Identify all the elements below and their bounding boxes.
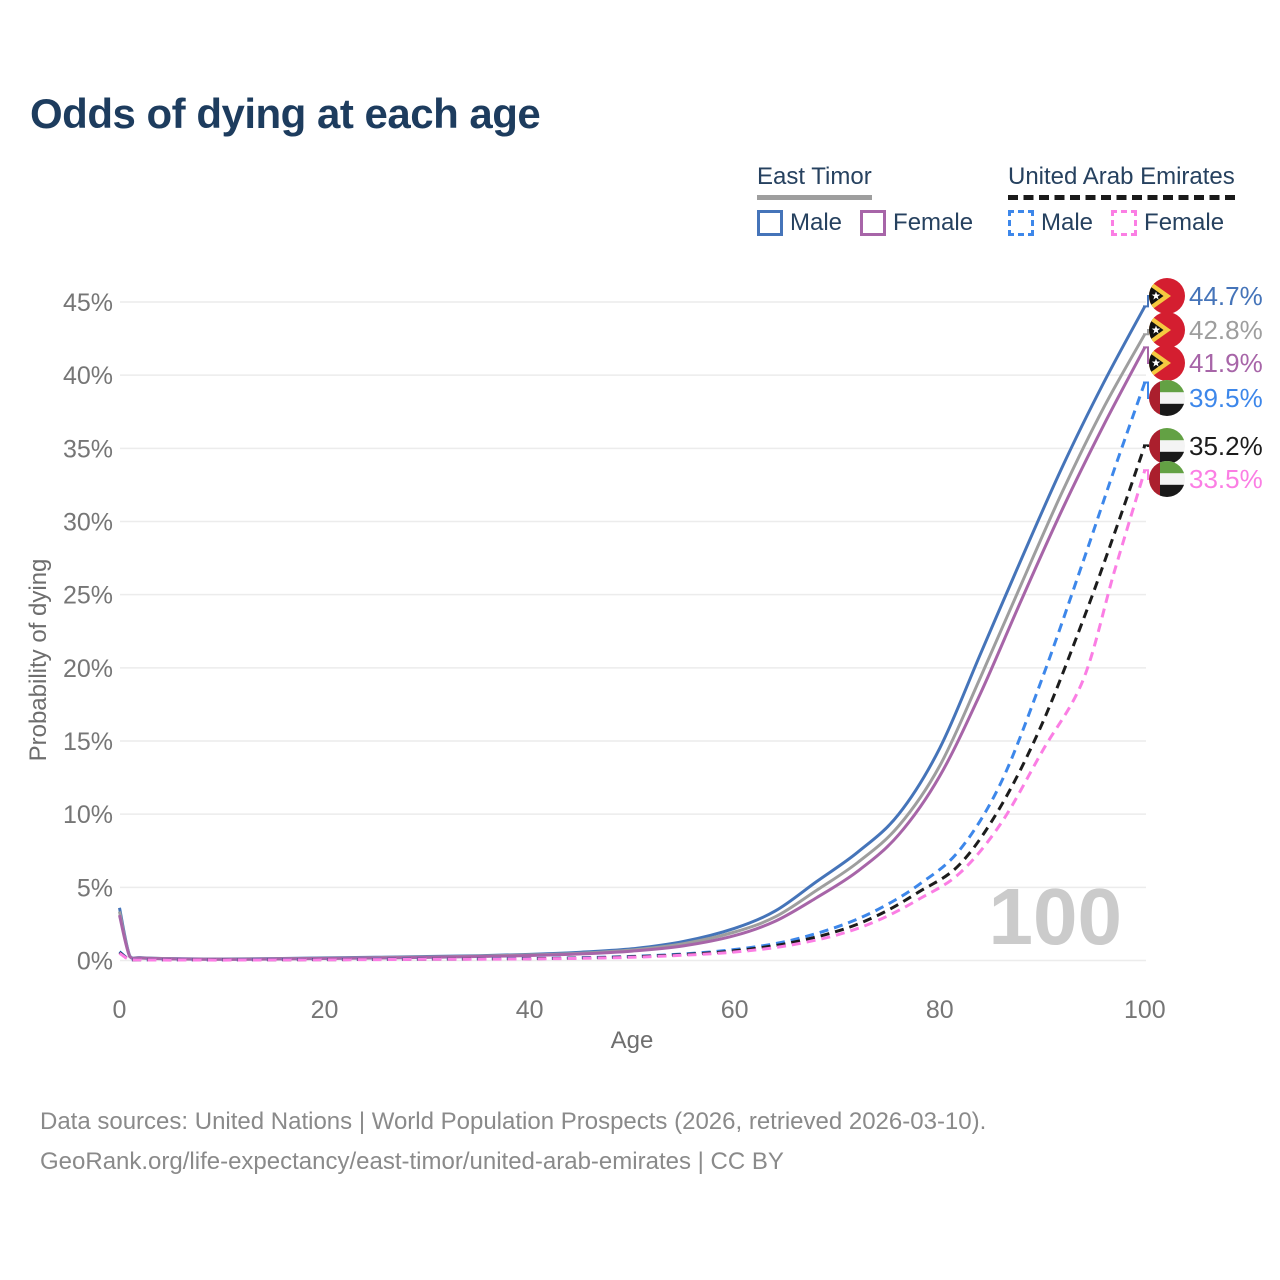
legend-item-east-timor-male[interactable]: Male xyxy=(757,209,842,237)
end-value-label: 33.5% xyxy=(1189,464,1263,494)
series-line-east-timor-both[interactable] xyxy=(118,333,1147,961)
x-tick-label: 40 xyxy=(516,996,544,1024)
y-tick-label: 5% xyxy=(77,874,113,902)
y-tick-label: 40% xyxy=(63,362,113,390)
uae-flag-icon xyxy=(1149,380,1185,416)
east-timor-flag-icon xyxy=(1147,312,1185,348)
series-line-uae-female[interactable] xyxy=(118,469,1147,962)
end-value-label: 35.2% xyxy=(1189,431,1263,461)
east-timor-flag-icon xyxy=(1147,345,1185,381)
legend-country-east-timor[interactable]: East Timor xyxy=(757,163,872,200)
legend-swatch-east-timor-female xyxy=(860,210,887,236)
legend-item-uae-female[interactable]: Female xyxy=(1111,209,1224,237)
x-axis-title: Age xyxy=(611,1027,654,1054)
series-end-labels: 44.7% 42.8%41.9% 39.5% 35.2%33.5% xyxy=(1143,278,1263,497)
gridlines xyxy=(120,301,1146,962)
attribution-link[interactable]: GeoRank.org/life-expectancy/east-timor/u… xyxy=(40,1148,784,1175)
x-tick-label: 60 xyxy=(721,996,749,1024)
y-tick-label: 0% xyxy=(77,948,113,976)
series-lines xyxy=(118,305,1147,962)
y-tick-label: 10% xyxy=(63,801,113,829)
age-counter-watermark: 100 xyxy=(989,872,1122,961)
legend-group-united-arab-emirates: United Arab Emirates Male Female xyxy=(1008,163,1235,237)
x-axis-tick-labels: 0 20 40 60 80 100 xyxy=(113,996,1166,1024)
uae-flag-icon xyxy=(1149,428,1185,464)
end-value-label: 42.8% xyxy=(1189,315,1263,345)
chart-title: Odds of dying at each age xyxy=(30,90,541,137)
x-tick-label: 100 xyxy=(1124,996,1166,1024)
series-line-east-timor-male[interactable] xyxy=(118,305,1147,961)
x-tick-label: 0 xyxy=(113,996,127,1024)
legend-swatch-uae-male xyxy=(1008,210,1034,236)
y-tick-label: 15% xyxy=(63,728,113,756)
y-tick-label: 25% xyxy=(63,582,113,610)
y-tick-label: 35% xyxy=(63,435,113,463)
y-tick-label: 20% xyxy=(63,655,113,683)
legend-swatch-east-timor-male xyxy=(757,210,783,236)
y-axis-title: Probability of dying xyxy=(25,559,52,762)
legend-item-uae-male[interactable]: Male xyxy=(1008,209,1093,237)
end-value-label: 44.7% xyxy=(1189,281,1263,311)
y-axis-tick-labels: 0% 5% 10% 15% 20% 25% 30% 35% 40% 45% xyxy=(63,289,113,975)
legend-swatch-uae-female xyxy=(1111,210,1138,236)
legend-group-east-timor: East Timor Male Female xyxy=(757,163,973,237)
legend-item-east-timor-female[interactable]: Female xyxy=(860,209,973,237)
legend-country-united-arab-emirates[interactable]: United Arab Emirates xyxy=(1008,163,1235,200)
end-value-label: 39.5% xyxy=(1189,383,1263,413)
uae-flag-icon xyxy=(1149,461,1185,497)
y-tick-label: 45% xyxy=(63,289,113,317)
y-tick-label: 30% xyxy=(63,509,113,537)
legend: East Timor Male Female United Arab Emira… xyxy=(0,0,1280,250)
x-tick-label: 20 xyxy=(311,996,339,1024)
end-value-label: 41.9% xyxy=(1189,348,1263,378)
east-timor-flag-icon xyxy=(1147,278,1185,314)
x-tick-label: 80 xyxy=(926,996,954,1024)
data-sources-note: Data sources: United Nations | World Pop… xyxy=(40,1108,987,1135)
